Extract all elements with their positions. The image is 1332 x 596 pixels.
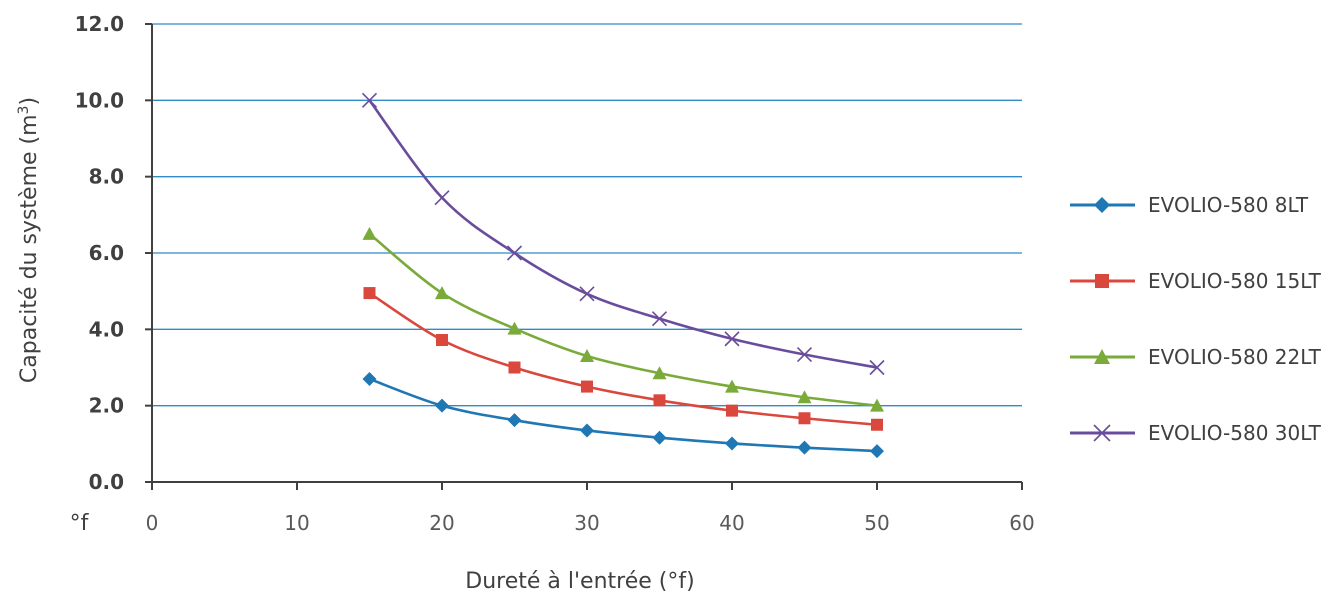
y-tick-label: 2.0 xyxy=(89,394,124,418)
data-point-x xyxy=(869,359,885,376)
series-1 xyxy=(362,371,884,459)
series-2 xyxy=(363,287,883,431)
y-tick-label: 0.0 xyxy=(89,470,124,494)
series-line xyxy=(368,99,878,369)
data-point-triangle xyxy=(362,226,377,240)
data-point-x xyxy=(361,92,378,108)
legend-label: EVOLIO-580 22LT xyxy=(1148,345,1322,369)
y-axis-title: Capacité du système (m3) xyxy=(16,97,42,383)
data-point-square xyxy=(1095,274,1109,288)
data-point-triangle xyxy=(435,286,449,300)
x-unit-label: °f xyxy=(70,511,90,536)
data-point-x xyxy=(1093,424,1111,442)
data-point-triangle xyxy=(652,366,667,380)
data-point-diamond xyxy=(580,423,594,438)
x-axis-title: Dureté à l'entrée (°f) xyxy=(465,569,694,594)
data-point-triangle xyxy=(870,398,884,412)
plot-area xyxy=(361,92,885,459)
data-point-square xyxy=(363,287,376,300)
data-point-square xyxy=(508,361,521,374)
data-point-square xyxy=(871,418,883,431)
y-axis-title-suffix: ) xyxy=(17,97,42,106)
data-point-diamond xyxy=(1094,197,1110,213)
gridlines xyxy=(152,23,1022,407)
series-3 xyxy=(362,226,884,412)
data-point-diamond xyxy=(362,371,377,386)
y-tick-label: 8.0 xyxy=(89,165,124,189)
data-point-triangle xyxy=(797,390,812,404)
legend-entry: EVOLIO-580 15LT xyxy=(1070,269,1322,293)
data-point-x-stroke xyxy=(651,311,668,327)
data-point-x-stroke xyxy=(796,346,813,363)
data-point-diamond xyxy=(870,444,884,459)
data-point-x xyxy=(434,190,450,206)
x-tick-label: 50 xyxy=(864,511,889,535)
legend-entry: EVOLIO-580 8LT xyxy=(1070,193,1309,217)
data-point-x-stroke xyxy=(1093,424,1111,442)
data-point-x-stroke xyxy=(506,245,523,261)
y-tick-label: 12.0 xyxy=(75,12,124,36)
legend-entry: EVOLIO-580 22LT xyxy=(1070,345,1322,369)
data-point-x xyxy=(506,245,523,261)
data-point-square xyxy=(798,412,811,425)
y-axis-ticks: 0.0 2.0 4.0 6.0 8.0 10.0 12.0 xyxy=(75,12,124,494)
data-point-square xyxy=(726,404,738,417)
x-tick-label: 0 xyxy=(146,511,159,535)
data-point-x-stroke xyxy=(434,190,450,206)
data-point-x-stroke xyxy=(579,286,595,302)
legend-label: EVOLIO-580 15LT xyxy=(1148,269,1322,293)
data-point-triangle xyxy=(725,379,739,393)
data-point-square xyxy=(653,394,666,407)
data-point-x xyxy=(651,311,668,327)
data-point-diamond xyxy=(725,436,739,451)
y-tick-label: 10.0 xyxy=(75,88,124,112)
data-point-diamond xyxy=(652,430,667,445)
series-4 xyxy=(361,92,885,376)
data-point-x xyxy=(796,346,813,363)
legend: EVOLIO-580 8LT EVOLIO-580 15LT EVOLIO-580 … xyxy=(1070,193,1322,445)
data-point-square xyxy=(581,380,593,393)
data-point-diamond xyxy=(797,440,812,455)
data-point-x-stroke xyxy=(361,92,378,108)
x-tick-label: 30 xyxy=(574,511,599,535)
y-axis-title-sup: 3 xyxy=(16,106,32,115)
legend-label: EVOLIO-580 8LT xyxy=(1148,193,1309,217)
x-tick-label: 40 xyxy=(719,511,744,535)
legend-entry: EVOLIO-580 30LT xyxy=(1070,421,1322,445)
data-point-square xyxy=(436,334,448,347)
data-point-x-stroke xyxy=(724,331,740,347)
data-point-x xyxy=(579,286,595,302)
x-tick-label: 10 xyxy=(284,511,309,535)
data-point-x-stroke xyxy=(869,359,885,376)
data-point-triangle xyxy=(1094,349,1110,364)
data-point-x xyxy=(724,331,740,347)
x-tick-label: 60 xyxy=(1009,511,1034,535)
series-line xyxy=(368,232,878,407)
x-axis-ticks: 0 10 20 30 40 50 60 xyxy=(146,511,1035,535)
series-line xyxy=(369,377,878,453)
y-tick-label: 4.0 xyxy=(89,317,124,341)
y-tick-label: 6.0 xyxy=(89,241,124,265)
data-point-diamond xyxy=(507,413,522,428)
axes xyxy=(145,23,1023,490)
legend-label: EVOLIO-580 30LT xyxy=(1148,421,1322,445)
y-axis-title-main: Capacité du système (m xyxy=(17,114,42,383)
data-point-triangle xyxy=(507,321,522,335)
data-point-diamond xyxy=(435,398,449,413)
data-point-triangle xyxy=(580,349,594,363)
x-tick-label: 20 xyxy=(429,511,454,535)
